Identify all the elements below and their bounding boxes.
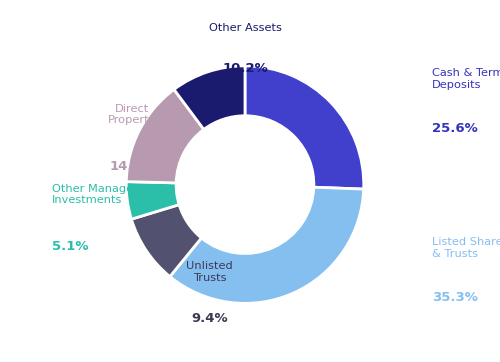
- Wedge shape: [245, 66, 364, 189]
- Wedge shape: [132, 205, 202, 277]
- Wedge shape: [174, 66, 245, 130]
- Wedge shape: [126, 182, 179, 219]
- Text: Direct
Property: Direct Property: [108, 104, 156, 125]
- Text: 14.4%: 14.4%: [110, 160, 155, 173]
- Text: 10.2%: 10.2%: [222, 62, 268, 75]
- Text: Other Assets: Other Assets: [208, 23, 282, 33]
- Text: 35.3%: 35.3%: [432, 291, 478, 304]
- Text: 9.4%: 9.4%: [191, 312, 228, 325]
- Wedge shape: [126, 89, 204, 183]
- Text: 5.1%: 5.1%: [52, 240, 88, 253]
- Text: Other Managed
Investments: Other Managed Investments: [52, 184, 141, 205]
- Text: Unlisted
Trusts: Unlisted Trusts: [186, 261, 233, 283]
- Wedge shape: [170, 187, 364, 303]
- Text: Cash & Term
Deposits: Cash & Term Deposits: [432, 68, 500, 90]
- Text: Listed Shares
& Trusts: Listed Shares & Trusts: [432, 237, 500, 259]
- Text: 25.6%: 25.6%: [432, 122, 478, 135]
